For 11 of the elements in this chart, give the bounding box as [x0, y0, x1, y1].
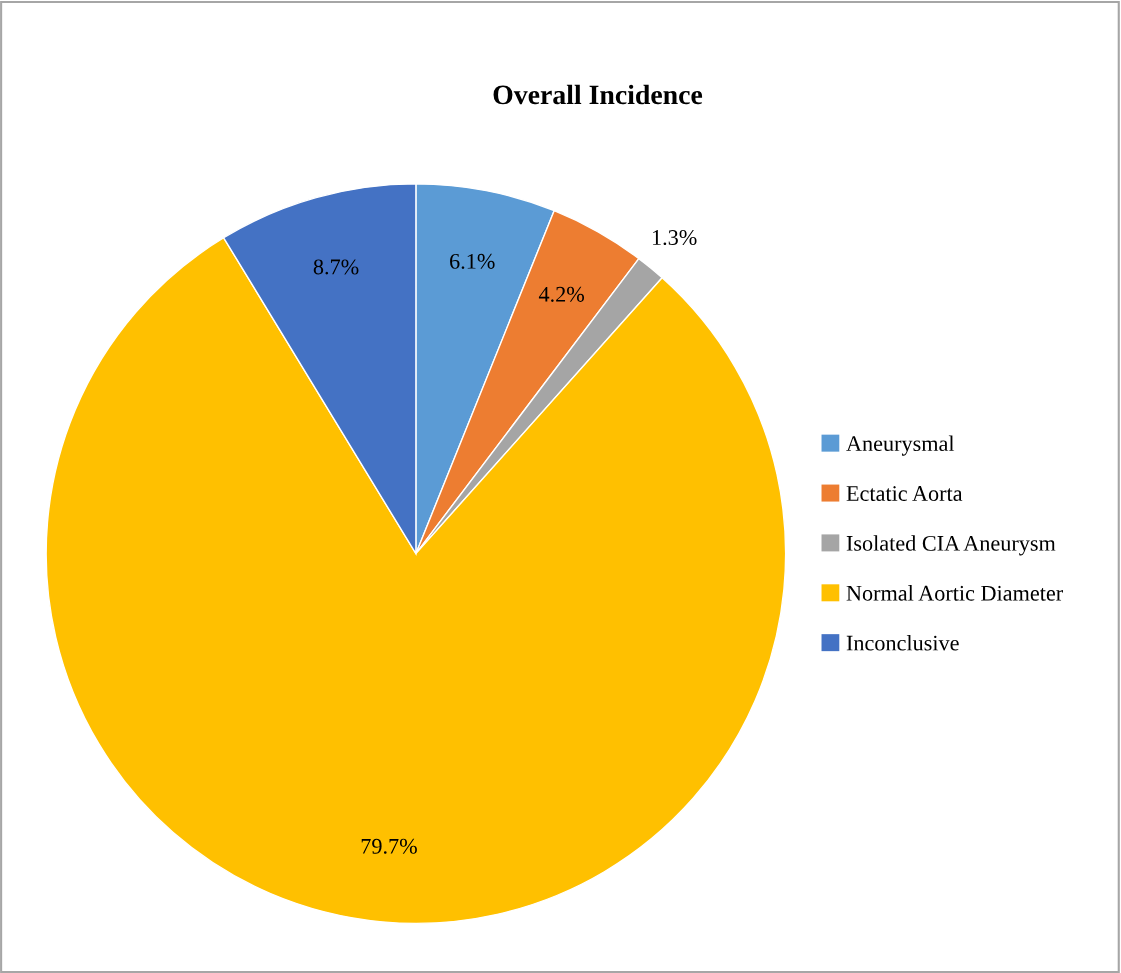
data-label: 8.7%	[313, 259, 359, 275]
legend-label: Isolated CIA Aneurysm	[846, 535, 1056, 556]
data-label: 79.7%	[361, 838, 417, 854]
legend-label: Ectatic Aorta	[846, 486, 963, 501]
legend-label: Normal Aortic Diameter	[846, 585, 1063, 601]
data-label: 4.2%	[538, 286, 585, 302]
data-label: 6.1%	[450, 253, 495, 269]
legend-label: Aneurysmal	[846, 435, 955, 456]
legend-label: Inconclusive	[846, 634, 959, 651]
data-label: 1.3%	[652, 230, 697, 246]
chart-title: Overall Incidence	[493, 84, 703, 105]
